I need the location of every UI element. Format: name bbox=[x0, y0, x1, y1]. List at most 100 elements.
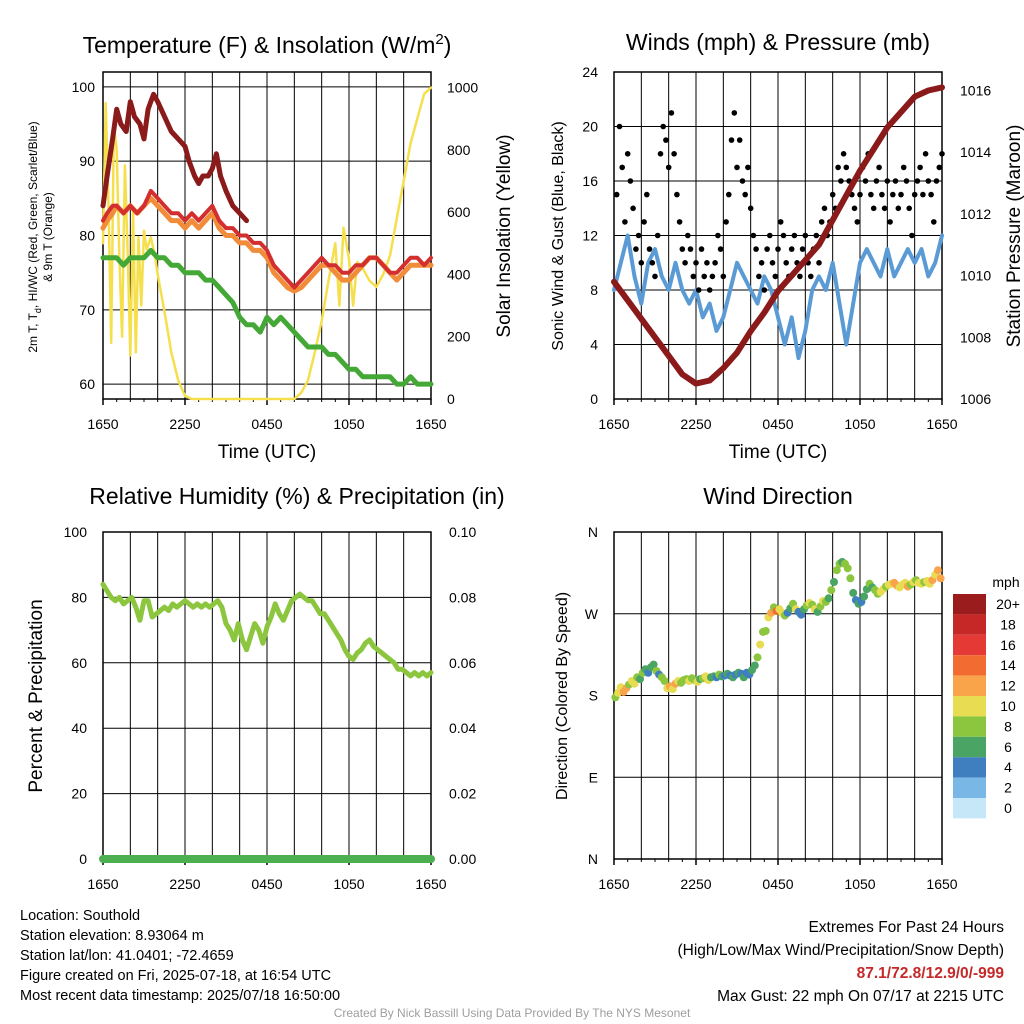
y-tick-label-left: N bbox=[588, 524, 598, 540]
gust-point bbox=[797, 273, 803, 280]
gust-point bbox=[887, 219, 893, 225]
y-tick-label-right: 1012 bbox=[960, 206, 991, 222]
gust-point bbox=[931, 219, 937, 225]
y-tick-label-right: 0 bbox=[447, 391, 455, 407]
gust-point bbox=[911, 191, 918, 198]
gust-point bbox=[619, 164, 625, 171]
y-tick-label-left: 80 bbox=[71, 589, 87, 605]
gust-point bbox=[654, 232, 661, 239]
station-location: Location: Southold bbox=[20, 908, 141, 924]
axis-label-x: Time (UTC) bbox=[729, 442, 828, 463]
chart-title: Relative Humidity (%) & Precipitation (i… bbox=[89, 483, 504, 509]
series-line bbox=[611, 84, 945, 387]
gust-point bbox=[736, 137, 743, 143]
gust-point bbox=[723, 219, 729, 225]
y-tick-label-left: 16 bbox=[582, 173, 598, 189]
legend-label: 6 bbox=[1004, 739, 1012, 755]
y-tick-label-left: S bbox=[589, 688, 598, 704]
y-tick-label-left: 90 bbox=[79, 153, 95, 169]
max-gust: Max Gust: 22 mph On 07/17 at 2215 UTC bbox=[717, 988, 1004, 1005]
gust-point bbox=[660, 123, 666, 130]
gust-point bbox=[747, 205, 754, 212]
x-tick-label: 1650 bbox=[415, 416, 446, 432]
direction-point bbox=[832, 566, 841, 575]
y-tick-label-left: 70 bbox=[79, 302, 95, 318]
y-tick-label-left: E bbox=[589, 769, 598, 785]
gust-point bbox=[870, 205, 877, 212]
axis-label-right: Station Pressure (Maroon) bbox=[1004, 125, 1024, 348]
gust-point bbox=[687, 246, 694, 252]
gust-point bbox=[838, 178, 844, 184]
station-elevation: Station elevation: 8.93064 m bbox=[20, 928, 204, 944]
direction-point bbox=[649, 660, 658, 669]
gust-point bbox=[868, 191, 874, 198]
station-info: Location: Southold Station elevation: 8.… bbox=[20, 906, 340, 1006]
x-tick-label: 1650 bbox=[926, 876, 957, 892]
gust-point bbox=[818, 219, 825, 225]
gust-point bbox=[808, 273, 814, 280]
recent-timestamp: Most recent data timestamp: 2025/07/18 1… bbox=[20, 988, 341, 1004]
gust-point bbox=[879, 191, 885, 198]
gust-point bbox=[638, 260, 645, 266]
gust-point bbox=[742, 191, 748, 198]
x-tick-label: 1050 bbox=[333, 876, 364, 892]
gust-point bbox=[761, 287, 768, 293]
gust-point bbox=[758, 260, 765, 266]
gust-point bbox=[644, 191, 650, 198]
legend-swatch bbox=[953, 655, 986, 676]
gust-point bbox=[728, 137, 735, 143]
gust-point bbox=[720, 273, 727, 280]
y-tick-label-right: 0.02 bbox=[449, 786, 476, 802]
y-tick-label-right: 0.00 bbox=[449, 851, 476, 867]
y-tick-label-right: 0.04 bbox=[449, 720, 476, 736]
gust-point bbox=[890, 191, 896, 198]
gust-point bbox=[671, 151, 677, 157]
x-tick-label: 0450 bbox=[251, 876, 282, 892]
gust-point bbox=[884, 178, 891, 184]
gust-point bbox=[630, 205, 636, 212]
gust-point bbox=[788, 246, 795, 252]
gust-point bbox=[745, 164, 751, 171]
legend-swatch bbox=[953, 716, 986, 737]
gust-point bbox=[734, 164, 740, 171]
legend-swatch bbox=[953, 696, 986, 717]
y-tick-label-right: 1006 bbox=[960, 391, 991, 407]
y-tick-label-left: 0 bbox=[79, 851, 87, 867]
y-tick-label-left: 20 bbox=[71, 786, 87, 802]
gust-point bbox=[928, 191, 934, 198]
direction-point bbox=[830, 578, 838, 586]
gust-point bbox=[715, 232, 721, 239]
gust-point bbox=[695, 287, 702, 293]
gust-point bbox=[690, 273, 697, 280]
gust-point bbox=[739, 178, 746, 184]
direction-point bbox=[756, 640, 765, 649]
legend-swatch bbox=[953, 777, 986, 798]
gust-point bbox=[635, 232, 642, 239]
gust-point bbox=[731, 110, 738, 116]
gust-point bbox=[898, 191, 904, 198]
gust-point bbox=[633, 246, 639, 252]
y-tick-label-left: W bbox=[585, 606, 599, 622]
direction-point bbox=[843, 564, 852, 573]
gust-point bbox=[876, 164, 882, 171]
legend-label: 2 bbox=[1004, 780, 1012, 796]
gust-point bbox=[851, 205, 858, 212]
series-line bbox=[101, 188, 433, 290]
gust-point bbox=[829, 191, 836, 198]
gust-point bbox=[909, 232, 915, 239]
x-tick-label: 2250 bbox=[169, 876, 200, 892]
x-tick-label: 1650 bbox=[87, 416, 118, 432]
legend-label: 18 bbox=[1000, 616, 1016, 632]
x-tick-label: 1650 bbox=[926, 416, 957, 432]
gust-point bbox=[813, 232, 820, 239]
y-tick-label-left: 60 bbox=[71, 655, 87, 671]
legend-swatch bbox=[953, 757, 986, 778]
y-tick-label-left: 60 bbox=[79, 376, 95, 392]
gust-point bbox=[791, 232, 798, 239]
gust-point bbox=[679, 246, 686, 252]
axis-label-left-line2: & 9m T (Orange) bbox=[41, 192, 55, 282]
gust-point bbox=[775, 246, 781, 252]
y-tick-label-left: 8 bbox=[590, 282, 598, 298]
y-tick-label-left: 24 bbox=[582, 64, 598, 80]
gust-point bbox=[698, 246, 705, 252]
